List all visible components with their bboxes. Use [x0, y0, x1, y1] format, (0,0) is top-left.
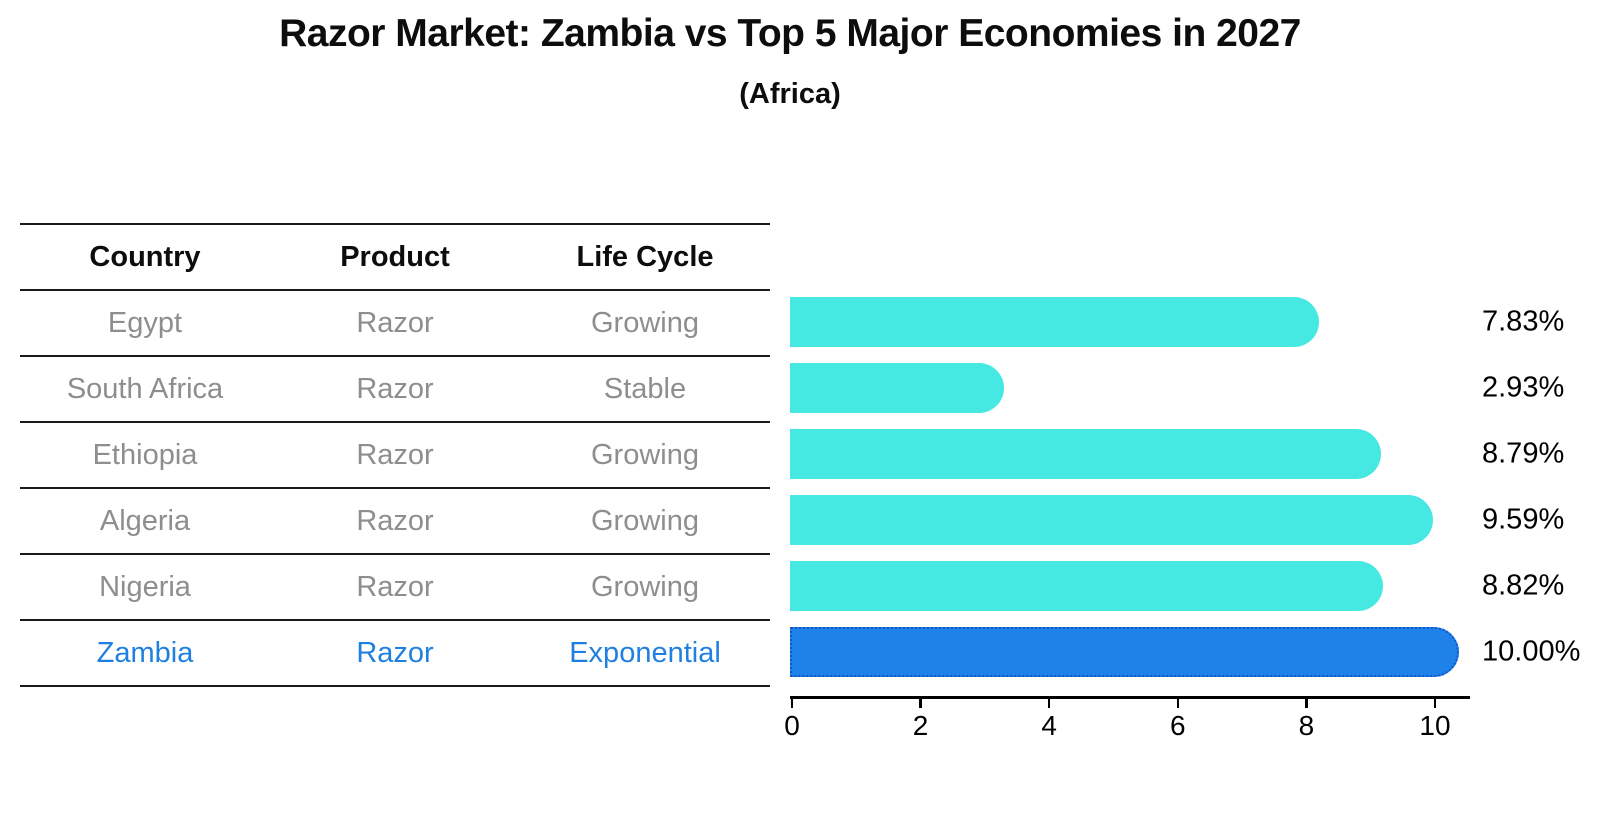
table-cell-product: Razor: [356, 570, 434, 603]
x-axis-tick-label: 6: [1170, 710, 1186, 741]
x-axis-line: [790, 696, 1470, 699]
x-axis-tick: [1305, 699, 1308, 708]
table-cell-country: Zambia: [96, 636, 194, 669]
chart-title: Razor Market: Zambia vs Top 5 Major Econ…: [279, 12, 1301, 55]
table-header-row: Country Product Life Cycle: [20, 225, 770, 291]
bar-value-label: 8.82%: [1482, 569, 1565, 602]
x-axis-tick: [1047, 699, 1051, 708]
table-row: South Africa Razor Stable: [20, 357, 770, 423]
table-cell-country: Nigeria: [99, 570, 191, 603]
table-cell-lifecycle: Stable: [603, 372, 687, 405]
col-header-country: Country: [89, 240, 201, 273]
bar-value-label: 8.79%: [1482, 437, 1565, 470]
x-axis-tick-label: 8: [1298, 710, 1315, 741]
table-cell-product: Razor: [356, 636, 434, 669]
bar: [790, 561, 1384, 611]
table-cell-lifecycle: Growing: [591, 570, 699, 603]
bar: [790, 429, 1382, 479]
x-axis-tick-label: 0: [784, 710, 800, 741]
x-axis-tick: [790, 699, 794, 708]
col-header-lifecycle: Life Cycle: [576, 240, 714, 273]
table-cell-product: Razor: [356, 438, 434, 471]
x-axis-tick-label: 10: [1419, 710, 1451, 741]
bar: [790, 297, 1320, 347]
table-cell-product: Razor: [356, 504, 434, 537]
x-axis-tick-label: 2: [912, 710, 929, 741]
table-cell-lifecycle: Growing: [591, 306, 699, 339]
chart-subtitle: (Africa): [739, 78, 841, 110]
bar-value-label: 2.93%: [1482, 371, 1565, 404]
x-axis-tick: [1176, 699, 1180, 708]
table-row: Nigeria Razor Growing: [20, 555, 770, 621]
table-cell-lifecycle: Growing: [591, 438, 699, 471]
table-cell-product: Razor: [356, 306, 434, 339]
table-body: Egypt Razor Growing South Africa Razor S…: [20, 291, 770, 687]
table-cell-country: South Africa: [66, 372, 224, 405]
table-row: Algeria Razor Growing: [20, 489, 770, 555]
table-row: Ethiopia Razor Growing: [20, 423, 770, 489]
table-cell-country: Algeria: [99, 504, 191, 537]
bar: [790, 495, 1433, 545]
table-cell-country: Ethiopia: [92, 438, 198, 471]
bar-value-label: 9.59%: [1482, 503, 1565, 536]
x-axis-tick-label: 4: [1041, 710, 1057, 741]
bar-value-label: 10.00%: [1482, 635, 1581, 668]
table-row: Zambia Razor Exponential: [20, 621, 770, 687]
table-row: Egypt Razor Growing: [20, 291, 770, 357]
col-header-product: Product: [340, 240, 450, 273]
x-axis-tick: [1433, 699, 1437, 708]
table-cell-lifecycle: Growing: [591, 504, 699, 537]
bar: [790, 363, 1005, 413]
table-cell-lifecycle: Exponential: [569, 636, 721, 669]
bar: [790, 627, 1459, 677]
x-axis-tick: [919, 699, 922, 708]
country-table: Country Product Life Cycle Egypt Razor G…: [20, 223, 770, 687]
bar-value-label: 7.83%: [1482, 305, 1565, 338]
table-cell-country: Egypt: [107, 306, 183, 339]
table-cell-product: Razor: [356, 372, 434, 405]
